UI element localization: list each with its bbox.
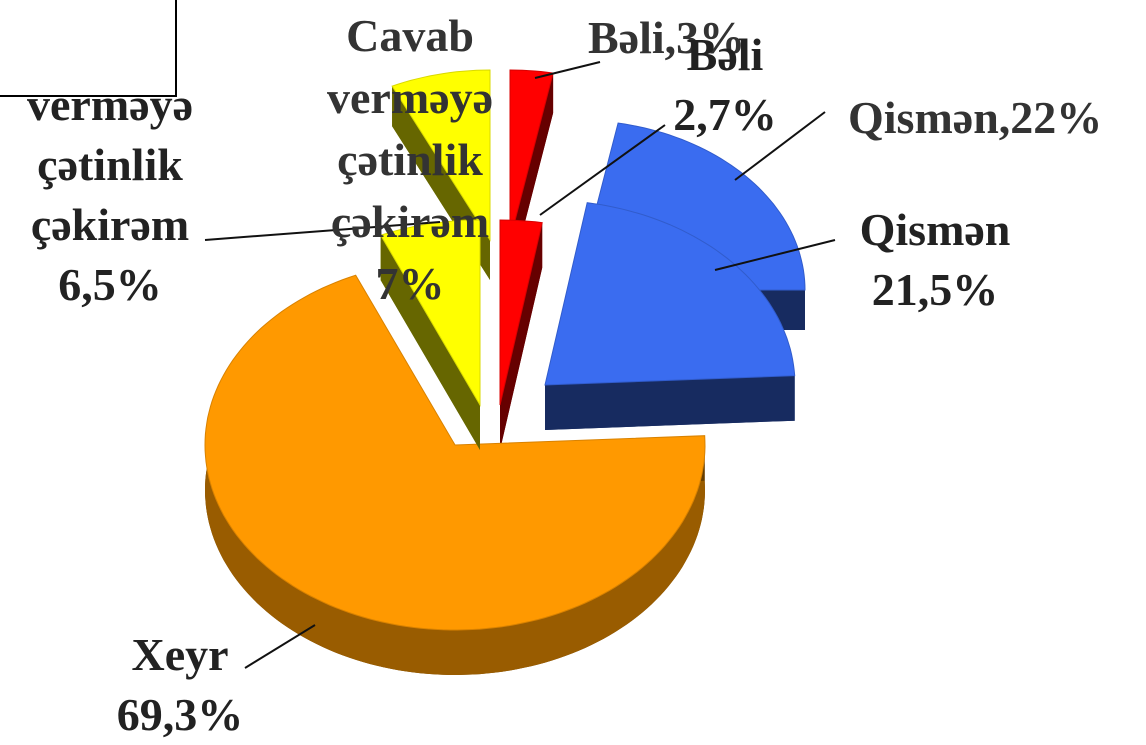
slice-top	[391, 69, 491, 242]
value-label: 21,5%	[871, 264, 999, 315]
leader-line	[244, 624, 316, 669]
pie-slice	[499, 219, 543, 450]
leader-line	[539, 124, 666, 216]
slice-wall	[545, 375, 795, 430]
pie-slice	[204, 274, 706, 675]
data-label: Qismən 21,5%	[835, 200, 1035, 320]
slice-wall	[500, 222, 543, 450]
value-label: 6,5%	[58, 259, 162, 310]
category-label: Xeyr	[131, 629, 229, 680]
leader-line	[714, 239, 836, 271]
data-label: Qismən,22%	[848, 92, 1103, 143]
slice-top	[544, 202, 796, 386]
slice-top	[499, 219, 543, 406]
leader-line	[204, 221, 441, 241]
category-label: Bəli	[686, 29, 764, 80]
category-label: Qismən	[859, 204, 1011, 255]
value-label: 69,3%	[116, 689, 244, 740]
data-label: Xeyr 69,3%	[80, 625, 280, 745]
data-label: Bəli,3%	[588, 12, 746, 63]
leader-line	[534, 61, 601, 79]
pie-slice	[379, 219, 481, 450]
slice-top	[509, 69, 554, 241]
overlay-box	[0, 0, 177, 97]
slice-top	[204, 274, 706, 631]
data-label: Bəli 2,7%	[625, 25, 825, 145]
pie-slice	[544, 202, 796, 430]
value-label: 2,7%	[673, 89, 777, 140]
leader-line	[734, 111, 826, 181]
slice-wall	[380, 235, 480, 450]
data-label: Cavab verməyə çətinlik çəkirəm 7%	[327, 10, 493, 309]
